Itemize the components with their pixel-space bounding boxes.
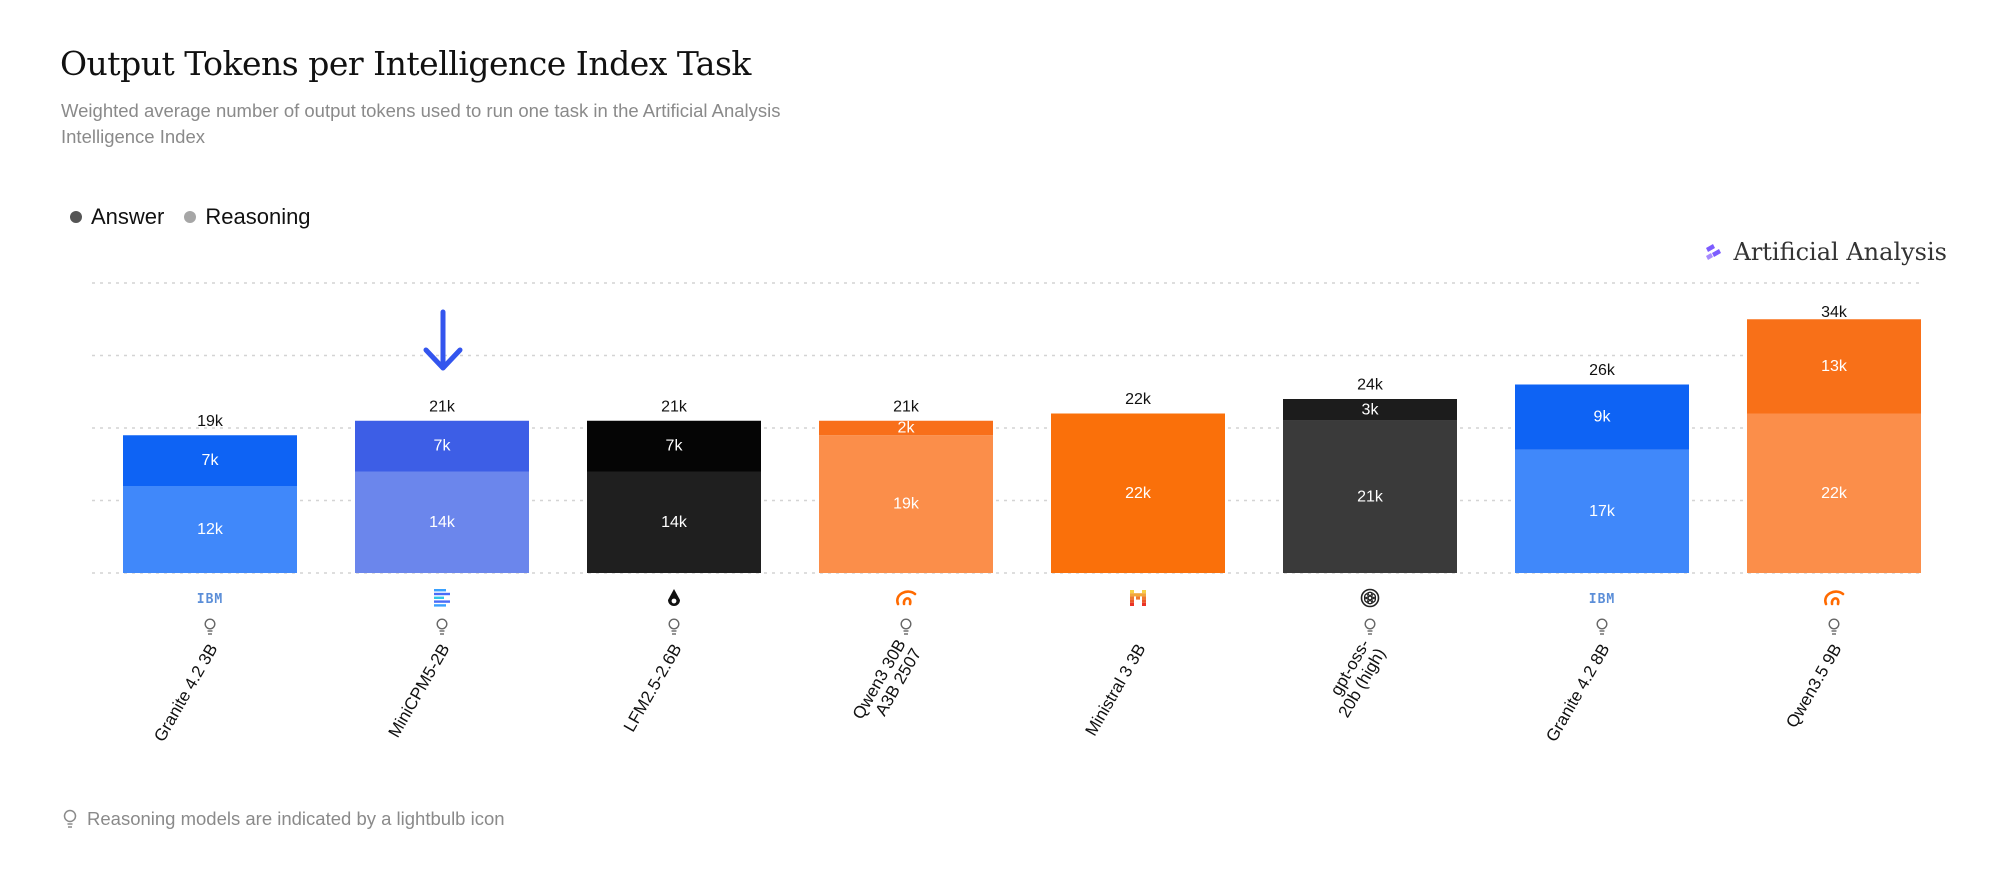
total-label: 21k (661, 398, 688, 415)
bar-reasoning[interactable] (1515, 449, 1689, 573)
bar-answer[interactable] (1283, 399, 1457, 421)
brand-label: Artificial Analysis (1733, 238, 1947, 266)
total-label: 21k (893, 398, 920, 415)
bar-chart: 12k 7k 19k IBM Granite 4.2 3B 14k 7k 21k MiniCPM… (92, 282, 1922, 745)
total-label: 21k (429, 398, 456, 415)
data-label-reasoning: 14k (429, 514, 456, 531)
chart-title: Output Tokens per Intelligence Index Tas… (60, 44, 751, 83)
x-tick-label: MiniCPM5-2B (385, 641, 454, 741)
data-label-reasoning: 22k (1125, 485, 1152, 502)
alibaba-logo-icon (1824, 590, 1845, 606)
legend-dot-reasoning (184, 211, 197, 223)
ibm-logo-icon: IBM (197, 592, 223, 607)
total-label: 22k (1125, 391, 1152, 408)
total-label: 34k (1821, 304, 1848, 321)
mistral-logo-icon (1130, 590, 1146, 606)
total-label: 19k (197, 413, 224, 430)
minicpm-logo-icon (434, 589, 450, 607)
brand-watermark[interactable]: Artificial Analysis (1703, 238, 1947, 266)
legend-dot-answer (70, 211, 82, 223)
bar-answer[interactable] (123, 435, 297, 486)
total-label: 24k (1357, 377, 1384, 394)
footnote-text: Reasoning models are indicated by a ligh… (87, 808, 505, 829)
lightbulb-icon (436, 618, 448, 635)
lightbulb-icon (1364, 618, 1376, 635)
legend-label-answer: Answer (91, 204, 165, 229)
lightbulb-icon (1828, 618, 1840, 635)
bar-answer[interactable] (1747, 319, 1921, 414)
data-label-answer: 7k (666, 438, 684, 455)
lightbulb-icon (1596, 618, 1608, 635)
x-tick-label: Granite 4.2 3B (150, 641, 221, 745)
data-label-reasoning: 17k (1589, 503, 1616, 520)
data-label-answer: 7k (434, 438, 452, 455)
data-label-reasoning: 14k (661, 514, 688, 531)
bar-reasoning[interactable] (355, 471, 529, 574)
down-arrow-icon (423, 309, 463, 371)
openai-logo-icon (1360, 588, 1380, 608)
data-label-reasoning: 21k (1357, 488, 1384, 505)
data-label-reasoning: 19k (893, 496, 920, 513)
legend: Answer Reasoning (70, 204, 311, 230)
data-label-answer: 7k (202, 452, 220, 469)
bar-reasoning[interactable] (819, 435, 993, 573)
data-label-answer: 2k (898, 420, 916, 437)
ibm-logo-icon: IBM (1589, 592, 1615, 607)
bar-reasoning[interactable] (587, 471, 761, 574)
bar-reasoning[interactable] (1283, 420, 1457, 573)
bar-reasoning[interactable] (123, 486, 297, 573)
data-label-reasoning: 22k (1821, 485, 1848, 502)
x-tick-label: Granite 4.2 8B (1542, 641, 1613, 745)
total-label: 26k (1589, 362, 1616, 379)
chart-subtitle: Weighted average number of output tokens… (61, 100, 781, 147)
svg-text:IBM: IBM (1589, 592, 1615, 607)
alibaba-logo-icon (896, 590, 917, 606)
x-tick-label: Ministral 3 3B (1082, 641, 1150, 740)
bar-reasoning[interactable] (1051, 413, 1225, 574)
x-tick-label: gpt-oss-20b (high) (1319, 636, 1389, 721)
lightbulb-icon (63, 809, 77, 828)
bar-answer[interactable] (819, 420, 993, 436)
legend-item-answer[interactable]: Answer (70, 204, 164, 230)
x-tick-label: LFM2.5-2.6B (620, 641, 686, 736)
data-label-answer: 3k (1362, 401, 1380, 418)
lightbulb-icon (900, 618, 912, 635)
bar-answer[interactable] (1515, 384, 1689, 450)
artificial-analysis-logo-icon (1706, 244, 1722, 260)
data-label-answer: 13k (1821, 358, 1848, 375)
data-label-reasoning: 12k (197, 521, 224, 538)
lightbulb-icon (204, 618, 216, 635)
bar-answer[interactable] (587, 420, 761, 472)
x-tick-label: Qwen3.5 9B (1782, 641, 1845, 732)
liquid-logo-icon (668, 589, 680, 606)
bar-reasoning[interactable] (1747, 413, 1921, 574)
legend-item-reasoning[interactable]: Reasoning (184, 204, 311, 230)
footnote: Reasoning models are indicated by a ligh… (63, 808, 505, 830)
x-tick-label: Qwen3 30BA3B 2507 (849, 636, 925, 731)
data-label-answer: 9k (1594, 409, 1612, 426)
svg-text:IBM: IBM (197, 592, 223, 607)
lightbulb-icon (668, 618, 680, 635)
legend-label-reasoning: Reasoning (205, 204, 311, 229)
bar-answer[interactable] (355, 420, 529, 472)
